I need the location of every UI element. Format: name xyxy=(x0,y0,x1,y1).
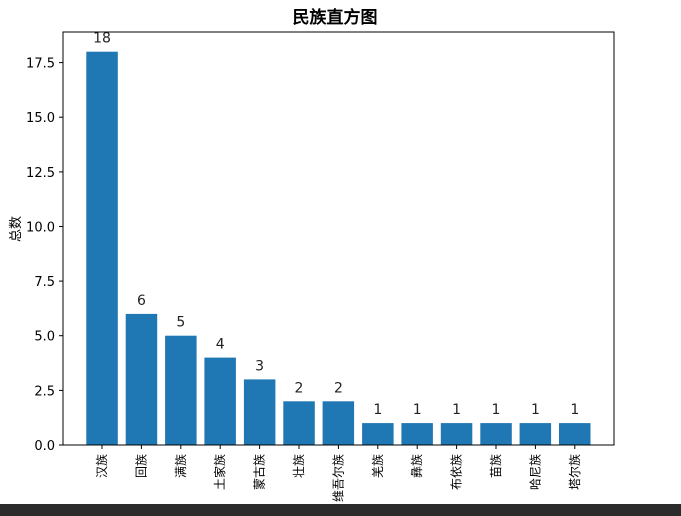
value-label-6: 2 xyxy=(334,380,343,396)
y-tick-label-1: 2.5 xyxy=(34,384,55,399)
y-axis-label: 总数 xyxy=(9,216,24,242)
value-label-7: 1 xyxy=(373,402,382,418)
bar-10 xyxy=(480,423,512,445)
x-tick-label-8: 彝族 xyxy=(409,454,424,478)
value-label-3: 4 xyxy=(216,337,225,353)
value-label-2: 5 xyxy=(176,315,185,331)
x-tick-label-10: 苗族 xyxy=(489,454,503,478)
value-label-0: 18 xyxy=(93,31,111,47)
bar-3 xyxy=(204,357,236,445)
bar-5 xyxy=(283,401,315,445)
y-tick-label-0: 0.0 xyxy=(34,439,55,454)
bar-2 xyxy=(165,335,197,445)
bar-8 xyxy=(401,423,433,445)
y-tick-label-4: 10.0 xyxy=(26,221,55,236)
y-axis: 0.0 2.5 5.0 7.5 10.0 12.5 15.0 17.5 xyxy=(26,57,63,454)
bar-7 xyxy=(362,423,394,445)
bar-1 xyxy=(125,313,158,445)
bar-11 xyxy=(519,423,552,445)
x-tick-label-7: 羌族 xyxy=(371,454,385,478)
x-tick-label-3: 土家族 xyxy=(212,454,227,490)
plot-frame xyxy=(62,31,615,446)
x-tick-label-9: 布依族 xyxy=(449,454,464,490)
value-labels-group: 18 6 5 4 3 2 2 1 1 1 1 1 1 xyxy=(93,31,579,418)
bar-4 xyxy=(243,379,276,445)
value-label-10: 1 xyxy=(492,402,501,418)
y-tick-label-7: 17.5 xyxy=(26,57,55,72)
y-tick-label-3: 7.5 xyxy=(34,275,55,290)
bar-12 xyxy=(559,423,591,445)
x-tick-label-2: 满族 xyxy=(174,454,188,478)
value-label-4: 3 xyxy=(255,358,264,374)
taskbar-strip xyxy=(0,504,681,516)
value-label-1: 6 xyxy=(137,293,146,309)
y-tick-label-6: 15.0 xyxy=(26,111,55,126)
value-label-12: 1 xyxy=(570,402,579,418)
bar-9 xyxy=(440,423,473,445)
y-tick-label-5: 12.5 xyxy=(26,166,55,181)
value-label-8: 1 xyxy=(413,402,422,418)
bar-chart: 民族直方图 总数 18 6 5 4 3 2 2 1 1 1 1 1 1 0.0 2.5 5.0 7.5 10.0… xyxy=(9,7,615,502)
bars-group xyxy=(86,51,591,445)
x-tick-label-0: 汉族 xyxy=(95,454,109,478)
x-axis: 汉族 回族 满族 土家族 蒙古族 壮族 维吾尔族 羌族 彝族 布依族 苗族 哈尼族 塔尔族 xyxy=(95,445,582,502)
value-label-9: 1 xyxy=(452,402,461,418)
chart-title: 民族直方图 xyxy=(293,7,378,28)
value-label-11: 1 xyxy=(531,402,540,418)
x-tick-label-6: 维吾尔族 xyxy=(330,454,345,502)
x-tick-label-5: 壮族 xyxy=(292,454,306,478)
bar-0 xyxy=(86,51,118,445)
y-tick-label-2: 5.0 xyxy=(34,330,55,345)
x-tick-label-12: 塔尔族 xyxy=(567,454,582,490)
x-tick-label-11: 哈尼族 xyxy=(528,454,542,490)
x-tick-label-4: 蒙古族 xyxy=(252,454,267,490)
bar-6 xyxy=(322,401,355,445)
value-label-5: 2 xyxy=(295,380,304,396)
x-tick-label-1: 回族 xyxy=(134,454,148,478)
